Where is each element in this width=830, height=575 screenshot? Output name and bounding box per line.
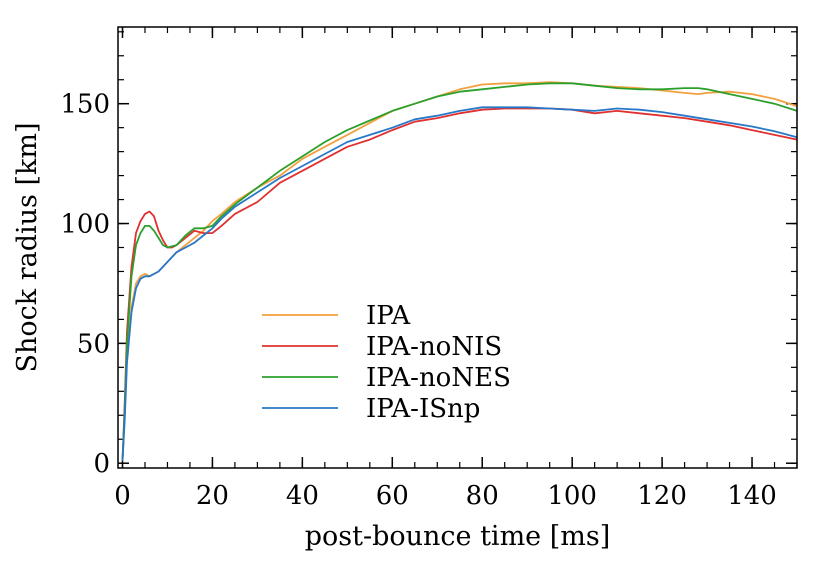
x-tick-label: 100 bbox=[547, 481, 597, 511]
legend-label: IPA bbox=[366, 301, 411, 331]
legend-label: IPA-noNIS bbox=[366, 332, 502, 362]
x-tick-label: 140 bbox=[727, 481, 777, 511]
series-line-2 bbox=[121, 107, 798, 461]
y-axis-label: Shock radius [km] bbox=[12, 123, 43, 373]
series-line-3 bbox=[121, 82, 798, 461]
legend-label: IPA-noNES bbox=[366, 363, 511, 393]
legend-label: IPA-ISnp bbox=[366, 394, 480, 424]
x-tick-label: 60 bbox=[376, 481, 409, 511]
plot-frame bbox=[117, 26, 798, 469]
x-tick-label: 20 bbox=[196, 481, 229, 511]
x-tick-label: 0 bbox=[114, 481, 131, 511]
x-axis-label: post-bounce time [ms] bbox=[305, 521, 611, 552]
y-tick-label: 0 bbox=[93, 449, 110, 479]
series-lines bbox=[121, 81, 798, 461]
y-tick-label: 50 bbox=[77, 329, 110, 359]
x-tick-label: 120 bbox=[637, 481, 687, 511]
series-line-4 bbox=[121, 106, 798, 461]
y-tick-label: 150 bbox=[60, 90, 110, 120]
x-tick-label: 40 bbox=[286, 481, 319, 511]
y-tick-label: 100 bbox=[60, 210, 110, 240]
x-tick-label: 80 bbox=[466, 481, 499, 511]
tick-labels: 0 20 40 60 80 100 120 140 0 50 100 150 bbox=[60, 90, 776, 511]
